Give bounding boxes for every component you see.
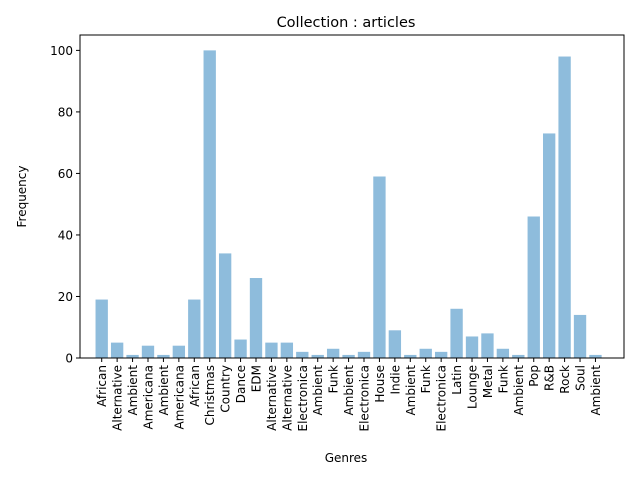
x-tick-label-1: Alternative — [111, 365, 125, 431]
y-tick-label-4: 80 — [58, 105, 73, 119]
x-tick-label-6: African — [188, 365, 202, 407]
bar-16 — [342, 354, 355, 358]
bar-14 — [311, 354, 324, 358]
plot-frame — [79, 34, 625, 359]
x-tick-label-24: Lounge — [466, 365, 480, 409]
bar-0 — [95, 299, 108, 358]
x-tick-label-11: Alternative — [265, 365, 279, 431]
bar-10 — [249, 278, 263, 358]
x-tick-label-28: Pop — [527, 365, 541, 387]
x-axis-label: Genres — [325, 451, 368, 465]
x-tick-label-12: Alternative — [280, 365, 294, 431]
x-tick-label-26: Funk — [496, 365, 510, 393]
x-tick-label-31: Soul — [574, 365, 588, 391]
bar-12 — [280, 342, 294, 358]
x-axis-ticks: African Alternative Ambient Americana Ambien… — [95, 358, 603, 432]
x-tick-label-4: Ambient — [157, 365, 171, 416]
bar-1 — [110, 342, 124, 358]
x-tick-label-18: House — [373, 365, 387, 403]
bar-21 — [419, 348, 432, 358]
bar-19 — [388, 330, 402, 358]
x-tick-label-8: Country — [219, 365, 233, 413]
bar-27 — [512, 354, 525, 358]
bar-25 — [481, 333, 494, 358]
bar-22 — [434, 351, 448, 358]
bar-7 — [203, 50, 216, 358]
y-tick-label-5: 100 — [50, 44, 73, 58]
x-tick-label-19: Indie — [388, 365, 402, 394]
x-tick-label-22: Electronica — [435, 365, 449, 432]
x-tick-label-29: R&B — [543, 365, 557, 391]
x-tick-label-5: Americana — [172, 365, 186, 429]
bar-17 — [357, 351, 371, 358]
bar-11 — [265, 342, 278, 358]
x-tick-label-9: Dance — [234, 365, 248, 403]
y-tick-label-0: 0 — [65, 352, 73, 366]
x-tick-label-21: Funk — [419, 365, 433, 393]
x-tick-label-27: Ambient — [512, 365, 526, 416]
y-axis-ticks: 0 20 40 60 80 100 — [50, 44, 80, 366]
bar-15 — [326, 348, 340, 358]
bar-20 — [404, 354, 417, 358]
bar-5 — [172, 345, 186, 358]
bar-30 — [558, 56, 571, 358]
bar-26 — [496, 348, 510, 358]
bars-group — [95, 50, 602, 358]
chart-title: Collection : articles — [277, 15, 416, 31]
x-tick-label-13: Electronica — [296, 365, 310, 432]
bar-18 — [373, 176, 386, 358]
bar-28 — [527, 216, 540, 358]
x-tick-label-16: Ambient — [342, 365, 356, 416]
bar-13 — [296, 351, 309, 358]
x-tick-label-25: Metal — [481, 365, 495, 398]
x-tick-label-20: Ambient — [404, 365, 418, 416]
bar-6 — [188, 299, 201, 358]
bar-24 — [465, 336, 479, 358]
x-tick-label-10: EDM — [250, 365, 264, 392]
bar-32 — [589, 354, 602, 358]
y-tick-label-3: 60 — [58, 167, 73, 181]
x-tick-label-7: Christmas — [203, 365, 217, 426]
x-tick-label-2: Ambient — [126, 365, 140, 416]
x-tick-label-23: Latin — [450, 365, 464, 395]
bar-3 — [141, 345, 155, 358]
bar-2 — [126, 354, 139, 358]
bar-31 — [573, 314, 587, 358]
y-tick-label-2: 40 — [58, 228, 73, 242]
y-tick-label-1: 20 — [58, 290, 73, 304]
bar-9 — [234, 339, 247, 358]
x-tick-label-15: Funk — [327, 365, 341, 393]
bar-4 — [157, 354, 170, 358]
x-tick-label-32: Ambient — [589, 365, 603, 416]
bar-8 — [218, 253, 232, 358]
x-tick-label-14: Ambient — [311, 365, 325, 416]
bar-29 — [543, 133, 556, 358]
bar-23 — [450, 308, 463, 358]
x-tick-label-3: Americana — [141, 365, 155, 429]
y-axis-label: Frequency — [15, 166, 29, 228]
x-tick-label-0: African — [95, 365, 109, 407]
x-tick-label-17: Electronica — [358, 365, 372, 432]
x-tick-label-30: Rock — [558, 365, 572, 394]
